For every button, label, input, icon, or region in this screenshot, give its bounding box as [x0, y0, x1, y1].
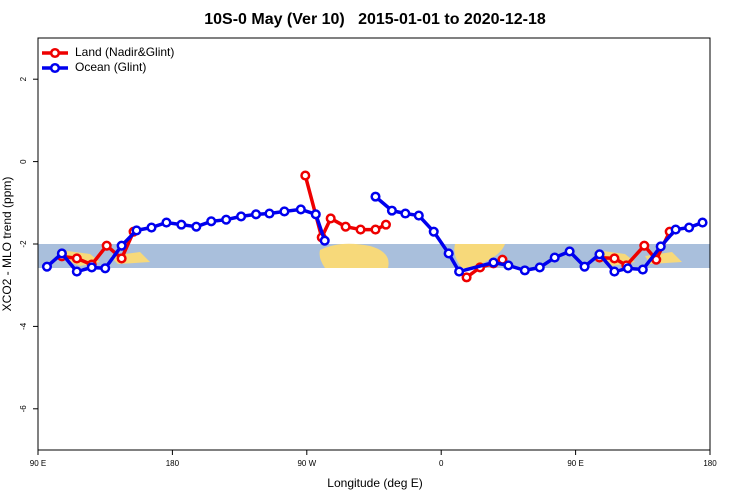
- point: [101, 240, 112, 251]
- point: [400, 208, 411, 219]
- x-tick-label: 90 W: [297, 459, 316, 468]
- legend-marker: [49, 47, 61, 59]
- point: [161, 217, 172, 228]
- y-tick-label: -4: [19, 322, 28, 330]
- point: [370, 224, 381, 235]
- y-tick-label: -6: [19, 405, 28, 413]
- point: [609, 266, 620, 277]
- point: [41, 261, 53, 272]
- point: [461, 272, 472, 283]
- x-axis-label: Longitude (deg E): [327, 476, 422, 490]
- legend-label: Land (Nadir&Glint): [75, 45, 174, 59]
- x-tick-label: 180: [166, 459, 180, 468]
- point: [549, 252, 560, 263]
- point: [655, 241, 666, 252]
- point: [355, 224, 366, 235]
- point: [279, 206, 290, 217]
- point: [340, 221, 351, 232]
- point: [250, 209, 262, 220]
- x-tick-label: 0: [439, 459, 444, 468]
- point: [116, 253, 127, 264]
- point: [534, 262, 545, 273]
- chart-title: 10S-0 May (Ver 10) 2015-01-01 to 2020-12…: [204, 11, 546, 28]
- land-shape: [454, 244, 505, 268]
- y-axis-label: XCO2 - MLO trend (ppm): [0, 177, 14, 312]
- point: [443, 248, 454, 259]
- point: [370, 191, 381, 202]
- point: [697, 217, 708, 228]
- point: [131, 225, 142, 236]
- point: [146, 222, 157, 233]
- legend-marker: [49, 62, 61, 74]
- point: [100, 263, 111, 274]
- point: [310, 209, 321, 220]
- x-tick-label: 90 E: [30, 459, 46, 468]
- y-tick-label: -2: [19, 240, 28, 248]
- point: [413, 210, 424, 221]
- x-tick-label: 90 E: [567, 459, 583, 468]
- point: [176, 219, 187, 230]
- point: [86, 262, 97, 273]
- y-tick-label: 0: [19, 159, 28, 164]
- legend: Land (Nadir&Glint)Ocean (Glint): [42, 45, 174, 74]
- point: [116, 240, 127, 251]
- x-tick-label: 180: [703, 459, 717, 468]
- point: [684, 222, 695, 233]
- point: [221, 214, 232, 225]
- point: [609, 253, 620, 264]
- point: [622, 263, 633, 274]
- point: [519, 265, 530, 276]
- point: [454, 266, 465, 277]
- point: [295, 204, 306, 215]
- point: [191, 221, 202, 232]
- point: [637, 264, 648, 275]
- point: [264, 208, 275, 219]
- point: [564, 246, 575, 257]
- point: [206, 216, 217, 227]
- point: [670, 224, 681, 235]
- land-shape: [319, 243, 389, 268]
- y-tick-label: 2: [19, 76, 28, 81]
- point: [71, 253, 82, 264]
- point: [56, 248, 67, 259]
- point: [319, 235, 330, 246]
- point: [488, 257, 499, 268]
- point: [428, 226, 439, 237]
- point: [325, 213, 336, 224]
- legend-label: Ocean (Glint): [75, 60, 146, 74]
- point: [71, 266, 82, 277]
- point: [386, 205, 397, 216]
- point: [579, 261, 590, 272]
- point: [639, 240, 650, 251]
- point: [236, 211, 247, 222]
- point: [594, 249, 605, 260]
- point: [300, 170, 311, 181]
- point: [380, 219, 391, 230]
- point: [503, 260, 514, 271]
